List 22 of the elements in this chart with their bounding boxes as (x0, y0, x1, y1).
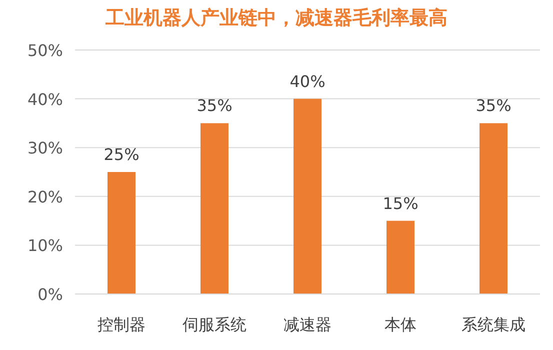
bar (294, 98, 322, 294)
data-label: 15% (382, 194, 418, 213)
y-tick-label: 20% (27, 187, 63, 206)
x-tick-label: 伺服系统 (182, 315, 246, 334)
y-tick-label: 30% (27, 138, 63, 158)
bar (386, 220, 414, 294)
data-label: 25% (104, 145, 140, 164)
data-label: 40% (290, 72, 326, 91)
bar (200, 123, 228, 294)
bar (108, 172, 136, 294)
y-tick-label: 10% (27, 236, 63, 256)
data-label: 35% (476, 96, 512, 116)
chart-title: 工业机器人产业链中，减速器毛利率最高 (104, 7, 448, 29)
x-tick-label: 本体 (384, 315, 416, 334)
y-tick-label: 0% (38, 285, 63, 304)
data-label: 35% (196, 96, 232, 116)
x-tick-label: 减速器 (284, 315, 332, 334)
x-tick-label: 控制器 (98, 315, 146, 334)
bar (480, 123, 508, 294)
y-tick-label: 40% (27, 90, 63, 109)
x-tick-label: 系统集成 (462, 315, 526, 334)
y-tick-label: 50% (27, 41, 63, 60)
